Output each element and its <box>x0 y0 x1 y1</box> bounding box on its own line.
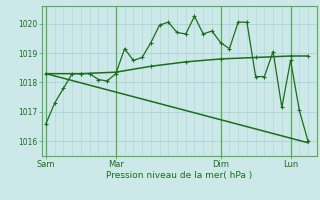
X-axis label: Pression niveau de la mer( hPa ): Pression niveau de la mer( hPa ) <box>106 171 252 180</box>
